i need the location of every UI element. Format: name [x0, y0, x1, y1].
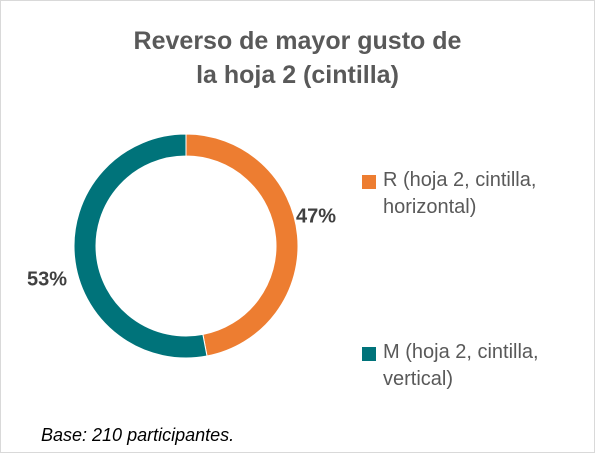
legend-key: [362, 347, 376, 361]
chart-title: Reverso de mayor gusto de: [133, 27, 462, 55]
chart-title: la hoja 2 (cintilla): [196, 61, 399, 89]
donut-segment: [185, 133, 299, 357]
legend-label: R (hoja 2, cintilla, horizontal): [383, 169, 537, 218]
legend-key: [362, 175, 376, 189]
note: Base: 210 participantes.: [41, 425, 235, 445]
data-label: 53%: [27, 268, 67, 290]
donut-segment: [73, 133, 208, 359]
legend-label: M (hoja 2, cintilla, vertical): [383, 341, 539, 390]
data-label: 47%: [296, 205, 336, 227]
